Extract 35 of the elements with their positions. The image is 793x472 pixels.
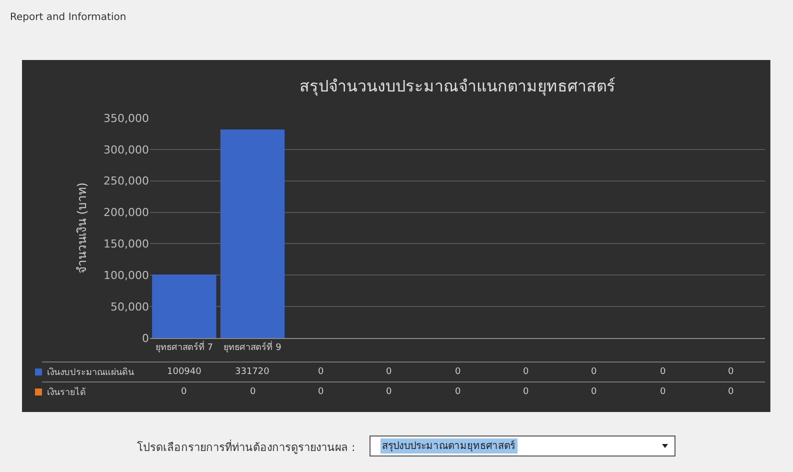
data-label: 100940 (167, 367, 202, 377)
data-label: 0 (523, 367, 529, 377)
y-tick-label: 350,000 (104, 112, 149, 125)
data-label: 0 (250, 387, 256, 397)
data-label: 0 (591, 387, 597, 397)
data-label: 0 (455, 387, 461, 397)
legend-label: เงินรายได้ (47, 387, 86, 398)
data-label: 0 (660, 367, 666, 377)
data-label: 331720 (235, 367, 270, 377)
data-label: 0 (728, 367, 734, 377)
y-tick-label: 200,000 (104, 206, 149, 220)
legend-label: เงินงบประมาณแผ่นดิน (47, 367, 134, 378)
y-tick-label: 50,000 (110, 300, 149, 314)
data-label: 0 (318, 367, 324, 377)
x-tick-label: ยุทธศาสตร์ที่ 7 (155, 340, 213, 353)
data-label: 0 (318, 387, 324, 397)
y-tick-label: 0 (142, 332, 149, 345)
x-tick-label: ยุทธศาสตร์ที่ 9 (224, 340, 282, 353)
data-label: 0 (386, 387, 392, 397)
data-label: 0 (660, 387, 666, 397)
y-axis-title: จำนวนเงิน (บาท) (74, 182, 89, 274)
y-tick-label: 300,000 (104, 143, 149, 156)
chart-title: สรุปจำนวนงบประมาณจำแนกตามยุทธศาสตร์ (300, 76, 616, 97)
data-label: 0 (728, 387, 734, 397)
data-label: 0 (386, 367, 392, 377)
text: สรุปงบประมาณตามยุทธศาสตร์ (382, 440, 516, 452)
y-tick-label: 150,000 (104, 238, 149, 251)
data-label: 0 (591, 367, 597, 377)
data-label: 0 (181, 387, 187, 397)
y-tick-label: 250,000 (104, 174, 149, 188)
text: โปรดเลือกรายการที่ท่านต้องการดูรายงานผล : (137, 439, 356, 454)
data-label: 0 (455, 367, 461, 377)
data-label: 0 (523, 387, 529, 397)
y-tick-label: 100,000 (104, 268, 149, 282)
text: Report and Information (10, 12, 126, 23)
